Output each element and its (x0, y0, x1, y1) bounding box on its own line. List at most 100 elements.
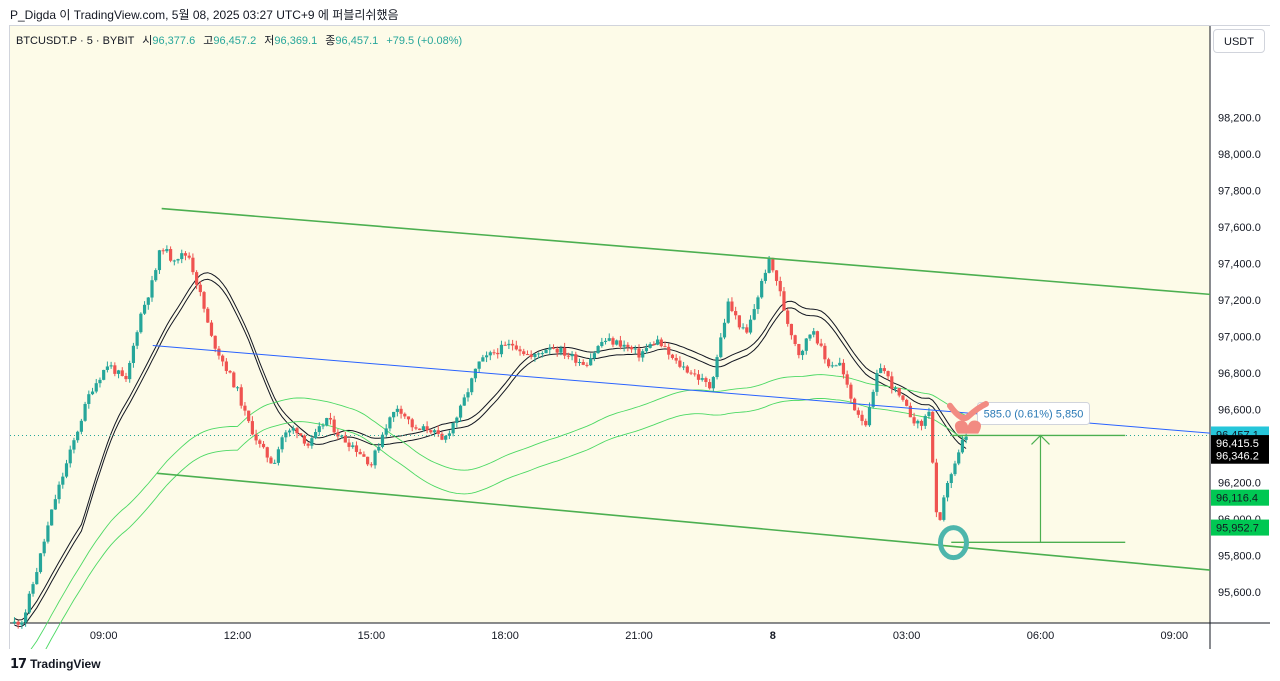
candle[interactable] (42, 541, 46, 554)
candle[interactable] (131, 345, 136, 364)
candle[interactable] (845, 374, 849, 385)
candle[interactable] (804, 338, 808, 351)
candle[interactable] (432, 430, 437, 433)
candle[interactable] (128, 363, 132, 380)
candle[interactable] (670, 354, 675, 358)
candle[interactable] (637, 348, 641, 358)
candle[interactable] (693, 373, 697, 375)
candle[interactable] (600, 341, 604, 347)
candle[interactable] (708, 382, 712, 389)
candle[interactable] (511, 343, 515, 346)
candle[interactable] (113, 365, 117, 374)
candle[interactable] (392, 411, 396, 418)
candle[interactable] (50, 509, 54, 526)
candle[interactable] (243, 405, 247, 411)
candle[interactable] (150, 280, 154, 298)
candle[interactable] (436, 430, 440, 434)
candle[interactable] (596, 346, 600, 354)
candle[interactable] (771, 257, 775, 271)
candle[interactable] (793, 335, 797, 344)
candle[interactable] (470, 378, 474, 393)
candle[interactable] (217, 348, 221, 356)
candle[interactable] (228, 370, 232, 373)
candle[interactable] (752, 309, 756, 320)
candle[interactable] (481, 357, 485, 362)
candle[interactable] (191, 257, 195, 273)
candle[interactable] (462, 397, 466, 406)
candle[interactable] (317, 426, 321, 433)
candle[interactable] (273, 462, 277, 464)
candlestick-chart[interactable]: 585.0 (0.61%) 5,850 95,600.095,800.096,0… (10, 26, 1270, 649)
candle[interactable] (960, 439, 965, 453)
candle[interactable] (871, 391, 875, 407)
candle[interactable] (886, 371, 890, 377)
candle[interactable] (711, 377, 715, 389)
candle[interactable] (31, 584, 35, 594)
candle[interactable] (648, 344, 652, 348)
candle[interactable] (369, 464, 373, 466)
candle[interactable] (555, 348, 559, 353)
candle[interactable] (116, 370, 121, 374)
candle[interactable] (195, 272, 199, 285)
candle[interactable] (678, 360, 682, 367)
candle[interactable] (800, 350, 805, 356)
candle[interactable] (719, 337, 723, 358)
candle[interactable] (321, 425, 325, 427)
candle[interactable] (35, 572, 39, 585)
candle[interactable] (890, 376, 894, 389)
candle[interactable] (83, 403, 87, 421)
candle[interactable] (87, 394, 91, 404)
candle[interactable] (254, 434, 258, 441)
candle[interactable] (741, 327, 745, 329)
candle[interactable] (418, 428, 422, 431)
candle[interactable] (53, 499, 57, 510)
candle[interactable] (328, 417, 333, 420)
candle[interactable] (525, 354, 530, 356)
candle[interactable] (198, 284, 202, 293)
candle[interactable] (380, 434, 385, 447)
candle[interactable] (284, 432, 288, 438)
candle[interactable] (258, 440, 262, 444)
candle[interactable] (291, 428, 295, 431)
candle[interactable] (224, 361, 228, 371)
candle[interactable] (834, 365, 838, 367)
candle[interactable] (425, 426, 429, 431)
candle[interactable] (399, 408, 403, 414)
candle[interactable] (202, 292, 206, 309)
candle[interactable] (867, 406, 872, 426)
candle[interactable] (644, 347, 649, 352)
candle[interactable] (685, 366, 689, 373)
candle[interactable] (789, 323, 794, 336)
candle[interactable] (953, 463, 957, 475)
candle[interactable] (815, 331, 820, 344)
candle[interactable] (124, 375, 128, 380)
candle[interactable] (700, 378, 704, 380)
candle[interactable] (68, 449, 72, 464)
candle[interactable] (299, 433, 303, 436)
candle[interactable] (838, 362, 842, 366)
candle[interactable] (563, 347, 567, 356)
candle[interactable] (603, 340, 608, 342)
candle[interactable] (756, 297, 760, 310)
candle[interactable] (882, 368, 886, 372)
candle[interactable] (221, 355, 225, 362)
candle[interactable] (247, 410, 251, 422)
candle[interactable] (916, 420, 920, 424)
candle[interactable] (957, 452, 961, 464)
candle[interactable] (146, 297, 150, 305)
candle[interactable] (826, 359, 831, 367)
candle[interactable] (373, 450, 377, 466)
candle[interactable] (879, 368, 883, 374)
candle[interactable] (860, 414, 864, 421)
candle[interactable] (310, 438, 314, 446)
candle[interactable] (406, 416, 411, 420)
candle[interactable] (581, 362, 585, 365)
candle[interactable] (347, 442, 351, 447)
candle[interactable] (927, 411, 931, 416)
candle[interactable] (269, 457, 273, 464)
candle[interactable] (79, 420, 83, 432)
candle[interactable] (250, 421, 254, 435)
candle[interactable] (760, 280, 764, 298)
candle[interactable] (395, 408, 399, 412)
candle[interactable] (477, 361, 481, 369)
